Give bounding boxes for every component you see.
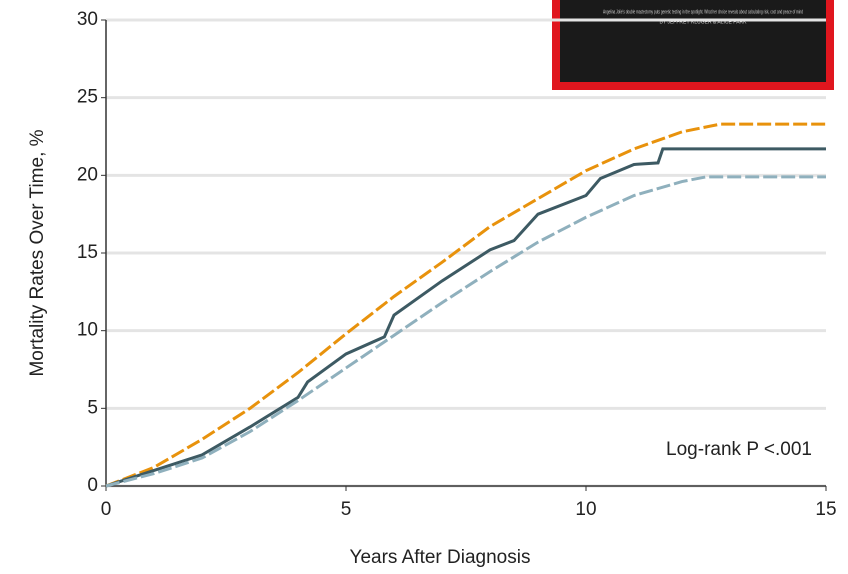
inset-byline: BY JEFFREY KLUGER & ALICE PARK [660,19,748,25]
x-tick-label: 0 [101,499,112,520]
y-tick-label: 15 [77,242,98,263]
line [105,122,826,488]
y-axis-label: Mortality Rates Over Time, % [27,129,48,376]
annotation: Log-rank P <.001 [666,439,812,460]
y-tick-label: 5 [87,397,98,418]
x-tick-label: 15 [815,499,836,520]
x-axis-label: Years After Diagnosis [350,547,531,568]
line [105,147,826,488]
inset-image [552,0,834,90]
y-tick-label: 0 [87,475,98,496]
y-tick-label: 20 [77,164,98,185]
x-tick-label: 10 [575,499,596,520]
y-tick-label: 30 [77,9,98,30]
x-tick-label: 5 [341,499,352,520]
y-tick-label: 10 [77,320,98,341]
inset-text: Angelina Jolie's double mastectomy puts … [603,9,803,15]
y-tick-label: 25 [77,87,98,108]
line [105,175,826,488]
